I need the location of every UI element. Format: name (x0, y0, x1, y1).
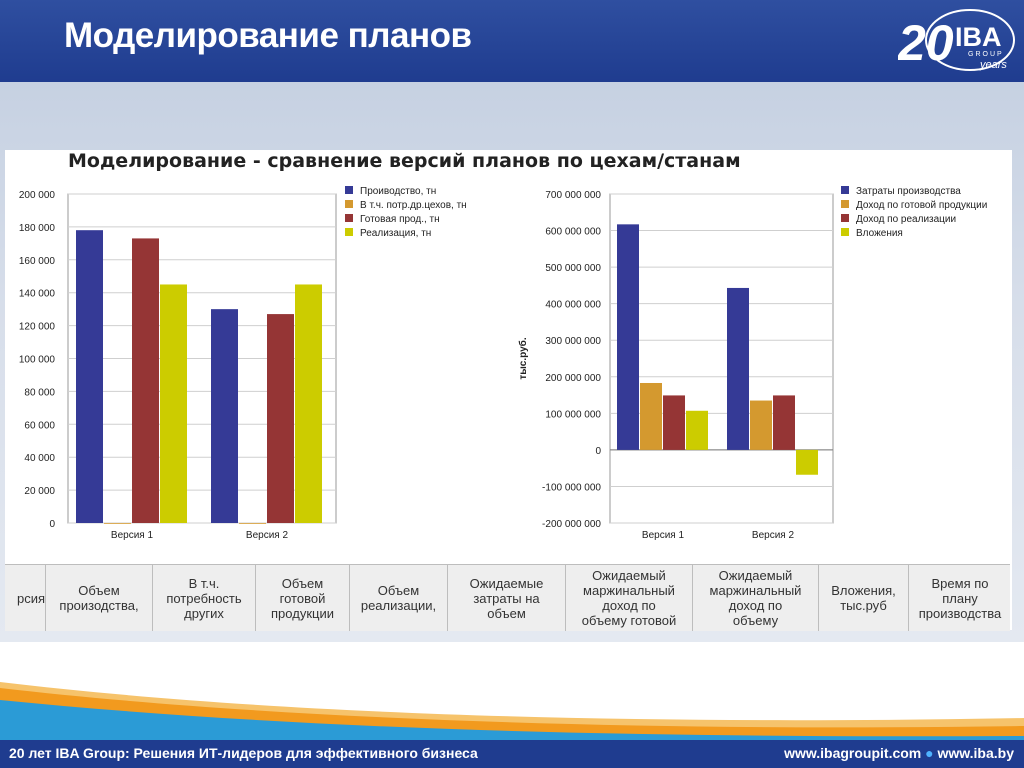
bar (663, 395, 685, 450)
iba-logo: 20 IBA GROUP years (898, 9, 1015, 71)
charts-svg: 200 000 180 000 160 000 140 000 120 000 100 0… (19, 186, 987, 541)
legend-label: Проиводство, тн (360, 186, 436, 197)
footer-tagline: 20 лет IBA Group: Решения ИТ-лидеров для… (9, 745, 478, 761)
bar (773, 395, 795, 450)
y-tick-label: 140 000 (19, 289, 56, 300)
y-tick-label: 40 000 (24, 453, 55, 464)
y-tick-label: 180 000 (19, 223, 56, 234)
table-column-header[interactable]: Объем готовой продукции (256, 565, 350, 631)
bar (267, 314, 294, 523)
legend-swatch (345, 186, 353, 194)
bar (132, 238, 159, 523)
x-tick-label: Версия 2 (752, 530, 795, 541)
slide-header: Моделирование планов 20 IBA GROUP years (0, 0, 1024, 82)
slide-title: Моделирование планов (64, 16, 472, 55)
table-column-header[interactable]: Время по плану производства (909, 565, 1010, 631)
legend-swatch (345, 200, 353, 208)
logo-group: GROUP (968, 51, 1004, 58)
y-tick-label: 20 000 (24, 486, 55, 497)
chart-title: Моделирование - сравнение версий планов … (68, 150, 741, 172)
legend-swatch (841, 186, 849, 194)
y-tick-label: 700 000 000 (545, 190, 601, 201)
y-tick-label: 120 000 (19, 322, 56, 333)
legend-label: Затраты производства (856, 186, 961, 197)
table-column-header[interactable]: Ожидаемые затраты на объем (448, 565, 566, 631)
y-tick-label: 200 000 (19, 190, 56, 201)
table-column-header[interactable]: Объем реализации, (350, 565, 448, 631)
y-tick-label: 300 000 000 (545, 336, 601, 347)
footer-links: www.ibagroupit.com ● www.iba.by (784, 745, 1014, 761)
legend-label: Доход по реализации (856, 214, 956, 225)
bar (211, 309, 238, 523)
data-table-header: рсия Объем произодства, В т.ч. потребность… (5, 564, 1010, 631)
bar (104, 523, 131, 524)
separator-dot: ● (925, 745, 934, 761)
x-tick-label: Версия 1 (111, 530, 154, 541)
site-link-ibagroupit[interactable]: www.ibagroupit.com (784, 745, 922, 761)
legend-swatch (841, 228, 849, 236)
y-tick-label: 100 000 (19, 355, 56, 366)
y-tick-label: 80 000 (24, 387, 55, 398)
footer-swoosh (0, 682, 1024, 740)
y-tick-label: -200 000 000 (542, 519, 601, 530)
y-tick-label: -100 000 000 (542, 482, 601, 493)
logo-text: IBA (955, 22, 1002, 52)
legend-label: Вложения (856, 228, 903, 239)
table-column-header[interactable]: Вложения, тыс.руб (819, 565, 909, 631)
bar (239, 523, 266, 524)
y-axis-label: тыс.руб. (517, 337, 529, 379)
plot-area (609, 193, 834, 524)
legend-swatch (841, 200, 849, 208)
table-column-header[interactable]: В т.ч. потребность других (153, 565, 256, 631)
table-column-header[interactable]: Ожидаемый маржинальный доход по объему (693, 565, 819, 631)
table-column-header[interactable]: Ожидаемый маржинальный доход по объему г… (566, 565, 693, 631)
bar (640, 382, 662, 450)
legend-swatch (345, 228, 353, 236)
legend-swatch (345, 214, 353, 222)
bar (750, 400, 772, 450)
bar (76, 230, 103, 523)
y-tick-label: 600 000 000 (545, 227, 601, 238)
table-column-header[interactable]: рсия (5, 565, 46, 631)
legend-label: Готовая прод., тн (360, 214, 440, 225)
footer-bar: 20 лет IBA Group: Решения ИТ-лидеров для… (0, 740, 1024, 768)
legend-label: Доход по готовой продукции (856, 200, 987, 211)
table-column-header[interactable]: Объем произодства, (46, 565, 153, 631)
y-tick-label: 200 000 000 (545, 373, 601, 384)
y-tick-label: 160 000 (19, 256, 56, 267)
y-tick-label: 100 000 000 (545, 409, 601, 420)
bar (617, 224, 639, 450)
logo-years: years (979, 59, 1007, 71)
bar (727, 287, 749, 450)
y-tick-label: 60 000 (24, 420, 55, 431)
bar (796, 449, 818, 475)
y-tick-label: 0 (595, 446, 601, 457)
bar (686, 410, 708, 450)
x-tick-label: Версия 2 (246, 530, 289, 541)
legend-label: Реализация, тн (360, 228, 431, 239)
y-tick-label: 500 000 000 (545, 263, 601, 274)
site-link-iba[interactable]: www.iba.by (937, 745, 1015, 761)
y-tick-label: 400 000 000 (545, 300, 601, 311)
bar (295, 284, 322, 523)
legend-label: В т.ч. потр.др.цехов, тн (360, 200, 467, 211)
chart-panel: Моделирование - сравнение версий планов … (5, 150, 1012, 630)
legend-swatch (841, 214, 849, 222)
bar (160, 284, 187, 523)
x-tick-label: Версия 1 (642, 530, 685, 541)
y-tick-label: 0 (49, 519, 55, 530)
